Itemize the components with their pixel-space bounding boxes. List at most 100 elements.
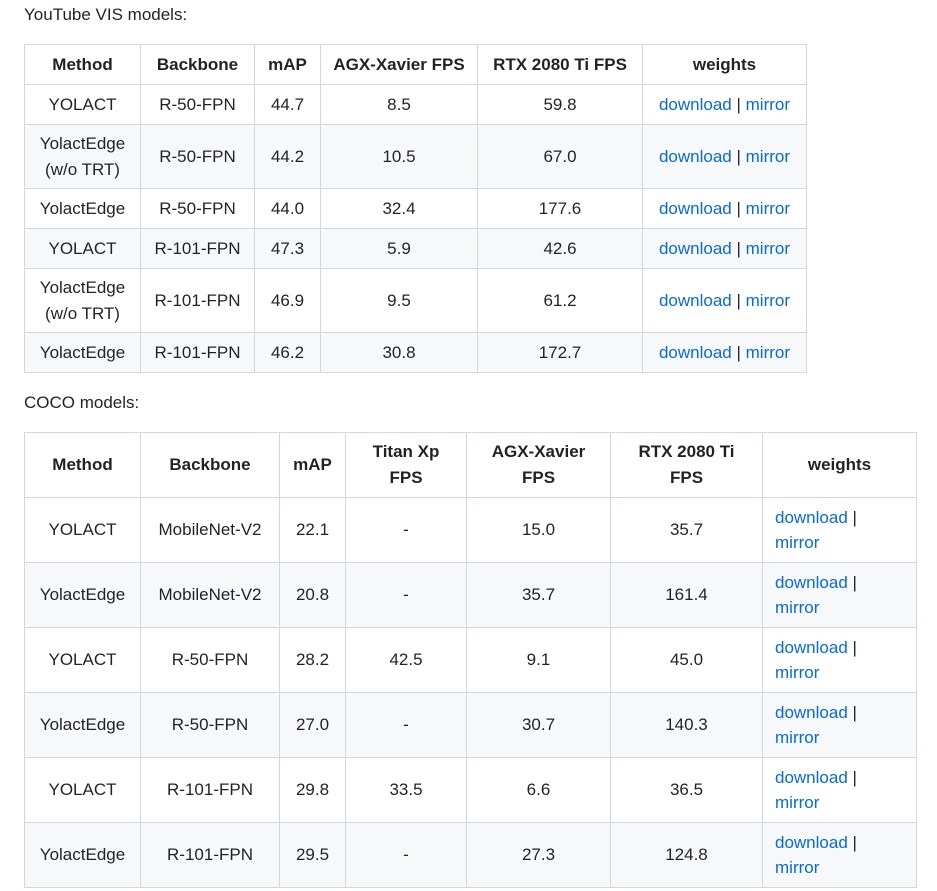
download-link[interactable]: download <box>775 833 848 852</box>
mirror-link[interactable]: mirror <box>775 793 820 812</box>
weights-cell: download | mirror <box>762 497 917 563</box>
backbone-cell: R-50-FPN <box>140 692 280 758</box>
table-row: YOLACT R-101-FPN 29.8 33.5 6.6 36.5 down… <box>24 757 917 823</box>
table-row: YOLACT MobileNet-V2 22.1 - 15.0 35.7 dow… <box>24 497 917 563</box>
backbone-cell: R-101-FPN <box>140 228 255 269</box>
map-cell: 46.9 <box>254 268 321 333</box>
backbone-cell: MobileNet-V2 <box>140 562 280 628</box>
download-link[interactable]: download <box>775 573 848 592</box>
download-link[interactable]: download <box>775 508 848 527</box>
link-separator: | <box>736 290 741 310</box>
weights-cell: download | mirror <box>762 822 917 888</box>
weights-cell: download | mirror <box>642 188 807 229</box>
method-cell: YolactEdge <box>24 562 141 628</box>
rtx-fps-cell: 172.7 <box>477 332 643 373</box>
rtx-fps-cell: 35.7 <box>610 497 763 563</box>
rtx-fps-cell: 42.6 <box>477 228 643 269</box>
method-cell: YolactEdge <box>24 332 141 373</box>
column-header-map: mAP <box>254 44 321 85</box>
titan-fps-cell: - <box>345 692 467 758</box>
map-cell: 22.1 <box>279 497 346 563</box>
mirror-link[interactable]: mirror <box>745 290 791 310</box>
map-cell: 44.7 <box>254 84 321 125</box>
agx-fps-cell: 5.9 <box>320 228 478 269</box>
backbone-cell: R-50-FPN <box>140 627 280 693</box>
mirror-link[interactable]: mirror <box>745 146 791 166</box>
method-cell: YOLACT <box>24 228 141 269</box>
agx-fps-cell: 30.7 <box>466 692 611 758</box>
table-header-row: Method Backbone mAP AGX-Xavier FPS RTX 2… <box>24 44 807 85</box>
weights-cell: download | mirror <box>642 124 807 189</box>
weights-cell: download | mirror <box>762 757 917 823</box>
column-header-map: mAP <box>279 432 346 498</box>
table-row: YOLACT R-50-FPN 44.7 8.5 59.8 download |… <box>24 84 807 125</box>
mirror-link[interactable]: mirror <box>745 238 791 258</box>
link-separator: | <box>852 768 857 787</box>
column-header-backbone: Backbone <box>140 44 255 85</box>
map-cell: 44.0 <box>254 188 321 229</box>
map-cell: 47.3 <box>254 228 321 269</box>
mirror-link[interactable]: mirror <box>775 663 820 682</box>
backbone-cell: R-50-FPN <box>140 124 255 189</box>
table-row: YolactEdge (w/o TRT) R-50-FPN 44.2 10.5 … <box>24 124 807 189</box>
column-header-weights: weights <box>642 44 807 85</box>
agx-fps-cell: 15.0 <box>466 497 611 563</box>
weights-cell: download | mirror <box>762 627 917 693</box>
download-link[interactable]: download <box>658 146 732 166</box>
link-separator: | <box>852 508 857 527</box>
column-header-agx-fps: AGX-Xavier FPS <box>320 44 478 85</box>
column-header-method: Method <box>24 44 141 85</box>
download-link[interactable]: download <box>775 703 848 722</box>
titan-fps-cell: - <box>345 497 467 563</box>
mirror-link[interactable]: mirror <box>745 342 791 362</box>
titan-fps-cell: 42.5 <box>345 627 467 693</box>
backbone-cell: MobileNet-V2 <box>140 497 280 563</box>
agx-fps-cell: 6.6 <box>466 757 611 823</box>
rtx-fps-cell: 177.6 <box>477 188 643 229</box>
mirror-link[interactable]: mirror <box>775 598 820 617</box>
mirror-link[interactable]: mirror <box>745 198 791 218</box>
column-header-titan-fps: Titan Xp FPS <box>345 432 467 498</box>
link-separator: | <box>852 703 857 722</box>
column-header-rtx-fps: RTX 2080 Ti FPS <box>477 44 643 85</box>
table-row: YolactEdge MobileNet-V2 20.8 - 35.7 161.… <box>24 562 917 628</box>
link-separator: | <box>852 638 857 657</box>
rtx-fps-cell: 124.8 <box>610 822 763 888</box>
map-cell: 29.5 <box>279 822 346 888</box>
agx-fps-cell: 30.8 <box>320 332 478 373</box>
method-cell: YOLACT <box>24 757 141 823</box>
link-separator: | <box>736 94 741 114</box>
mirror-link[interactable]: mirror <box>775 533 820 552</box>
map-cell: 29.8 <box>279 757 346 823</box>
link-separator: | <box>736 146 741 166</box>
rtx-fps-cell: 61.2 <box>477 268 643 333</box>
rtx-fps-cell: 45.0 <box>610 627 763 693</box>
column-header-agx-fps: AGX-Xavier FPS <box>466 432 611 498</box>
rtx-fps-cell: 161.4 <box>610 562 763 628</box>
agx-fps-cell: 35.7 <box>466 562 611 628</box>
download-link[interactable]: download <box>658 94 732 114</box>
download-link[interactable]: download <box>658 198 732 218</box>
method-cell: YOLACT <box>24 84 141 125</box>
map-cell: 28.2 <box>279 627 346 693</box>
weights-cell: download | mirror <box>642 228 807 269</box>
column-header-weights: weights <box>762 432 917 498</box>
agx-fps-cell: 9.1 <box>466 627 611 693</box>
mirror-link[interactable]: mirror <box>775 728 820 747</box>
coco-table: Method Backbone mAP Titan Xp FPS AGX-Xav… <box>24 432 917 888</box>
download-link[interactable]: download <box>658 238 732 258</box>
mirror-link[interactable]: mirror <box>745 94 791 114</box>
backbone-cell: R-101-FPN <box>140 268 255 333</box>
coco-heading: COCO models: <box>24 393 140 412</box>
table-header-row: Method Backbone mAP Titan Xp FPS AGX-Xav… <box>24 432 917 498</box>
mirror-link[interactable]: mirror <box>775 858 820 877</box>
backbone-cell: R-101-FPN <box>140 757 280 823</box>
download-link[interactable]: download <box>658 290 732 310</box>
download-link[interactable]: download <box>775 768 848 787</box>
download-link[interactable]: download <box>775 638 848 657</box>
link-separator: | <box>852 573 857 592</box>
titan-fps-cell: - <box>345 562 467 628</box>
column-header-method: Method <box>24 432 141 498</box>
download-link[interactable]: download <box>658 342 732 362</box>
link-separator: | <box>736 342 741 362</box>
